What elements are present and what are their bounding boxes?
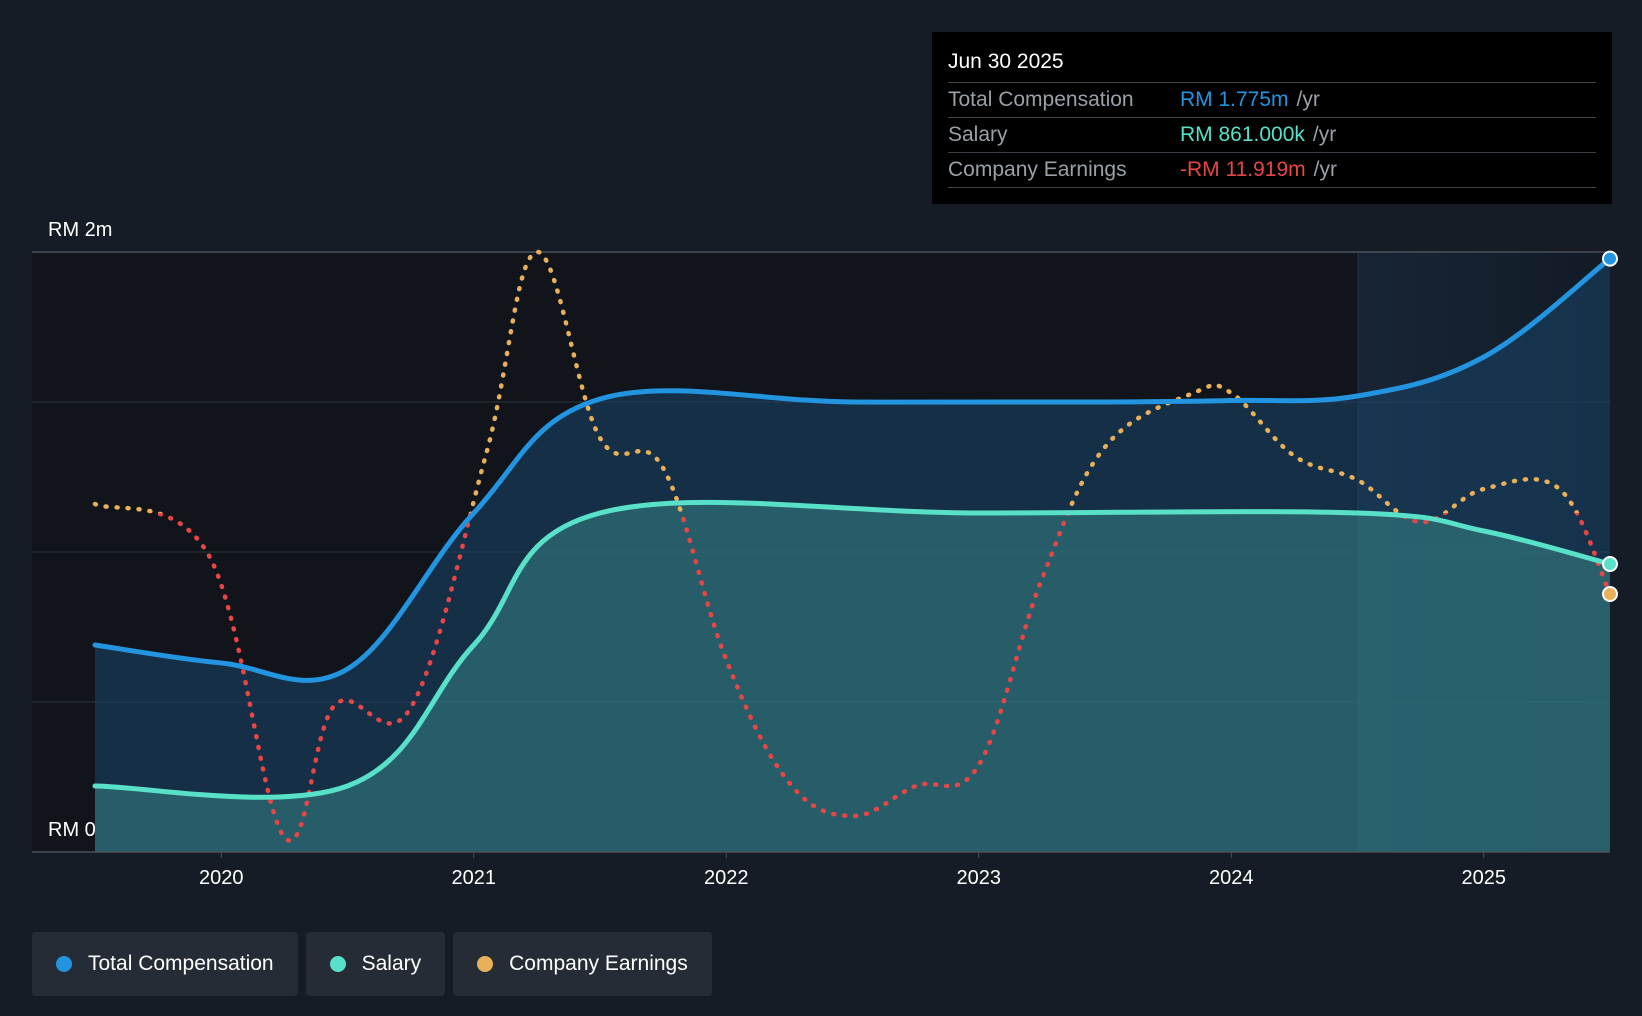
total-compensation-line xyxy=(92,256,1613,683)
compensation-chart: 2020 2021 2022 2023 2024 2025 RM 2m RM 0 xyxy=(32,219,1618,889)
salary-line xyxy=(92,499,1613,800)
tooltip-row-salary: Salary RM 861.000k /yr xyxy=(948,118,1596,153)
legend-label: Company Earnings xyxy=(509,952,688,975)
y-axis-top-label: RM 2m xyxy=(48,219,112,241)
end-marker-salary xyxy=(1602,556,1618,572)
legend-dot-icon xyxy=(329,956,346,972)
y-axis-bottom-label: RM 0 xyxy=(48,819,96,841)
legend-label: Salary xyxy=(361,952,422,975)
end-marker-company-earnings xyxy=(1602,586,1618,602)
tooltip-row-company-earnings: Company Earnings -RM 11.919m /yr xyxy=(948,153,1596,188)
tooltip-row-name: Salary xyxy=(948,123,1008,146)
tooltip-row-name: Total Compensation xyxy=(948,88,1134,111)
x-tick-label: 2022 xyxy=(704,867,749,889)
legend: Total Compensation Salary Company Earnin… xyxy=(32,932,712,996)
legend-dot-icon xyxy=(477,956,494,972)
tooltip-row-name: Company Earnings xyxy=(948,158,1127,181)
x-tick-label: 2021 xyxy=(452,867,497,889)
tooltip-row-value: RM 1.775m xyxy=(1180,88,1289,111)
tooltip-row-unit: /yr xyxy=(1313,158,1337,181)
tooltip-row-total-compensation: Total Compensation RM 1.775m /yr xyxy=(948,83,1596,118)
tooltip-row-value: -RM 11.919m xyxy=(1180,158,1306,181)
legend-item-salary[interactable]: Salary xyxy=(305,932,446,996)
legend-item-total-compensation[interactable]: Total Compensation xyxy=(32,932,298,996)
x-tick-label: 2020 xyxy=(199,867,244,889)
legend-label: Total Compensation xyxy=(88,952,274,975)
legend-dot-icon xyxy=(56,956,72,972)
salary-area xyxy=(95,502,1610,852)
x-tick-label: 2024 xyxy=(1209,867,1254,889)
tooltip: Jun 30 2025 Total Compensation RM 1.775m… xyxy=(932,32,1612,204)
tooltip-row-unit: /yr xyxy=(1312,123,1337,146)
end-markers xyxy=(1602,250,1618,602)
company-earnings-line xyxy=(92,249,1613,843)
tooltip-row-unit: /yr xyxy=(1296,88,1320,111)
x-axis-ticks: 2020 2021 2022 2023 2024 2025 xyxy=(199,852,1506,889)
legend-item-company-earnings[interactable]: Company Earnings xyxy=(453,932,712,996)
tooltip-date: Jun 30 2025 xyxy=(948,46,1596,83)
x-tick-label: 2023 xyxy=(957,867,1002,889)
tooltip-row-value: RM 861.000k xyxy=(1180,123,1305,146)
x-tick-label: 2025 xyxy=(1462,867,1507,889)
end-marker-total-compensation xyxy=(1602,250,1618,267)
